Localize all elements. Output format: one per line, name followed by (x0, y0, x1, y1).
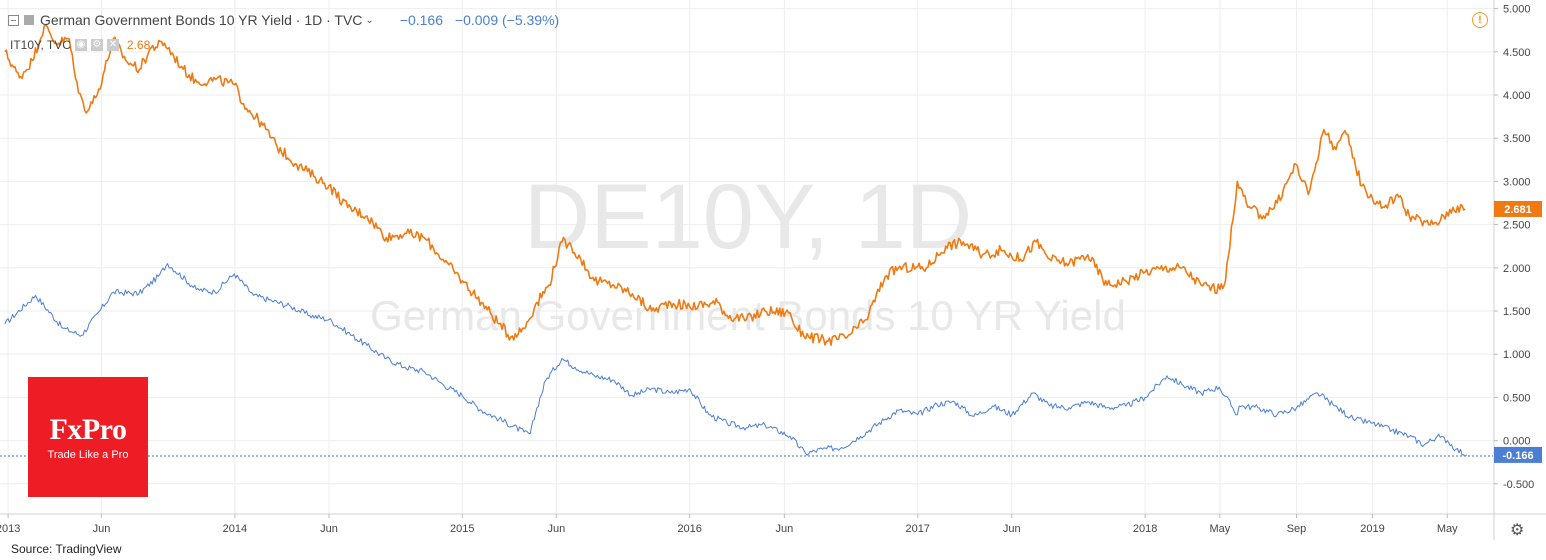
x-tick-label: 2019 (1360, 523, 1384, 535)
time-axis: 2013 Jun 2014 Jun 2015 Jun 2016 Jun 2017 Jun 2018 M… (0, 514, 1458, 535)
y-tick-label: 3.500 (1503, 133, 1531, 145)
y-tick-label: 1.500 (1503, 306, 1531, 318)
y-tick-label: 1.000 (1503, 349, 1531, 361)
last-value-tag-bg (1494, 200, 1542, 217)
last-value-tag-label: -0.166 (1502, 450, 1533, 462)
y-tick-label: 4.500 (1503, 47, 1531, 59)
y-tick-label: 4.000 (1503, 90, 1531, 102)
compare-legend: IT10Y, TVC ◉ ⚙ ✕ 2.68 (10, 37, 150, 53)
remove-icon[interactable]: ✕ (106, 39, 119, 51)
main-series-values: −0.166 −0.009 (−5.39%) (400, 12, 567, 28)
compare-value: 2.68 (126, 38, 151, 52)
last-value-tags: -0.166 2.681 (1494, 200, 1542, 463)
x-tick-label: 2013 (0, 523, 20, 535)
watermark-symbol: DE10Y, 1D (524, 166, 972, 268)
x-tick-label: 2015 (450, 523, 474, 535)
last-value-tag-label: 2.681 (1504, 204, 1532, 216)
x-tick-label: Jun (776, 523, 794, 535)
logo-tagline: Trade Like a Pro (47, 449, 129, 461)
series-group (4, 24, 1467, 457)
x-tick-label: Jun (547, 523, 565, 535)
x-tick-label: May (1437, 523, 1458, 535)
chevron-down-icon[interactable]: ⌄ (365, 14, 374, 26)
compare-symbol[interactable]: IT10Y, TVC (10, 38, 71, 52)
y-tick-label: 5.000 (1503, 4, 1531, 16)
x-tick-label: Jun (1003, 523, 1021, 535)
y-tick-label: -0.500 (1503, 479, 1534, 491)
x-tick-label: 2018 (1133, 523, 1157, 535)
x-tick-label: Sep (1287, 523, 1307, 535)
x-tick-label: 2016 (677, 523, 701, 535)
main-change-value: −0.009 (−5.39%) (454, 12, 560, 28)
y-tick-label: 0.500 (1503, 392, 1531, 404)
series-line-it10y (4, 24, 1466, 347)
main-series-title[interactable]: German Government Bonds 10 YR Yield · 1D… (40, 12, 363, 28)
x-tick-label: May (1209, 523, 1230, 535)
y-tick-label: 2.500 (1503, 220, 1531, 232)
x-tick-label: 2014 (223, 523, 247, 535)
logo-name: FxPro (49, 413, 127, 446)
warning-icon[interactable]: ! (1472, 12, 1488, 28)
series-line-de10y (4, 263, 1467, 457)
x-tick-label: Jun (320, 523, 338, 535)
fxpro-logo: FxPro Trade Like a Pro (28, 377, 148, 497)
x-tick-label: Jun (93, 523, 111, 535)
y-tick-label: 3.000 (1503, 176, 1531, 188)
main-legend: German Government Bonds 10 YR Yield · 1D… (8, 10, 567, 30)
source-caption: Source: TradingView (11, 542, 122, 556)
eye-icon[interactable]: ◉ (74, 39, 87, 51)
last-value-tag-bg (1494, 446, 1542, 463)
price-axis: 5.000 4.500 4.000 3.500 3.000 2.500 2.000 1.500… (1494, 4, 1534, 491)
y-tick-label: 2.000 (1503, 263, 1531, 275)
settings-small-icon[interactable]: ⚙ (90, 39, 103, 51)
main-close-value: −0.166 (399, 12, 444, 28)
x-tick-label: 2017 (905, 523, 929, 535)
collapse-icon[interactable] (8, 14, 19, 26)
y-tick-label: 0.000 (1503, 436, 1531, 448)
symbol-square-icon (24, 15, 34, 25)
gear-icon[interactable]: ⚙ (1510, 522, 1525, 539)
